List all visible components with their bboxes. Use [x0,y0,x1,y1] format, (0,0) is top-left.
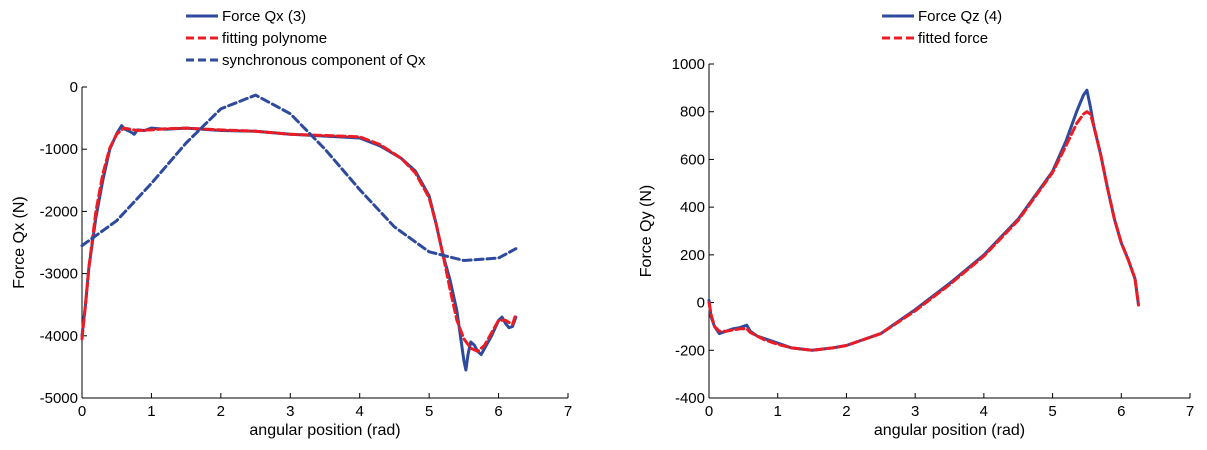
y-tick-label: 1000 [672,56,705,73]
x-tick-label: 0 [78,403,86,420]
y-tick-label: 600 [680,151,705,168]
legend-label: synchronous component of Qx [222,52,426,69]
y-tick-label: 400 [680,199,705,216]
series-line-1 [707,110,1140,352]
y-tick-label: -3000 [40,266,78,283]
y-tick-label: 200 [680,247,705,264]
legend-label: fitting polynome [222,30,327,47]
legend-label: Force Qx (3) [222,8,306,25]
x-tick-label: 1 [774,403,782,420]
x-tick-label: 6 [494,403,502,420]
x-tick-label: 2 [842,403,850,420]
y-tick-label: -200 [675,342,705,359]
y-tick-label: -1000 [40,141,78,158]
x-tick-label: 7 [564,403,572,420]
y-axis-label: Force Qx (N) [11,196,28,288]
x-tick-label: 2 [217,403,225,420]
x-tick-label: 0 [705,403,713,420]
y-axis-label: Force Qy (N) [638,185,655,277]
x-tick-label: 6 [1117,403,1125,420]
x-axis-label: angular position (rad) [874,422,1025,439]
y-tick-label: -4000 [40,328,78,345]
series-line-0 [80,124,518,372]
x-tick-label: 7 [1186,403,1194,420]
x-tick-label: 5 [1048,403,1056,420]
x-tick-label: 3 [911,403,919,420]
x-tick-label: 1 [147,403,155,420]
series-line-2 [80,93,518,262]
y-tick-label: 0 [697,295,705,312]
y-tick-label: -2000 [40,203,78,220]
x-tick-label: 3 [286,403,294,420]
chart-force-qx: 0 1 2 3 4 5 6 7 -5000 -4000 -3000 -2000 -1000 0 angula… [11,8,572,439]
legend-label: fitted force [918,30,988,47]
x-tick-label: 4 [980,403,988,420]
y-tick-label: -400 [675,390,705,407]
x-tick-label: 4 [356,403,364,420]
y-tick-label: 800 [680,104,705,121]
x-axis-label: angular position (rad) [249,422,400,439]
series-line-1 [80,126,518,353]
y-tick-label: 0 [70,79,78,96]
y-tick-label: -5000 [40,390,78,407]
legend-label: Force Qz (4) [918,8,1002,25]
chart-force-qy: 0 1 2 3 4 5 6 7 -400 -200 0 200 400 600 800 1000 angular… [638,8,1194,439]
x-tick-label: 5 [425,403,433,420]
